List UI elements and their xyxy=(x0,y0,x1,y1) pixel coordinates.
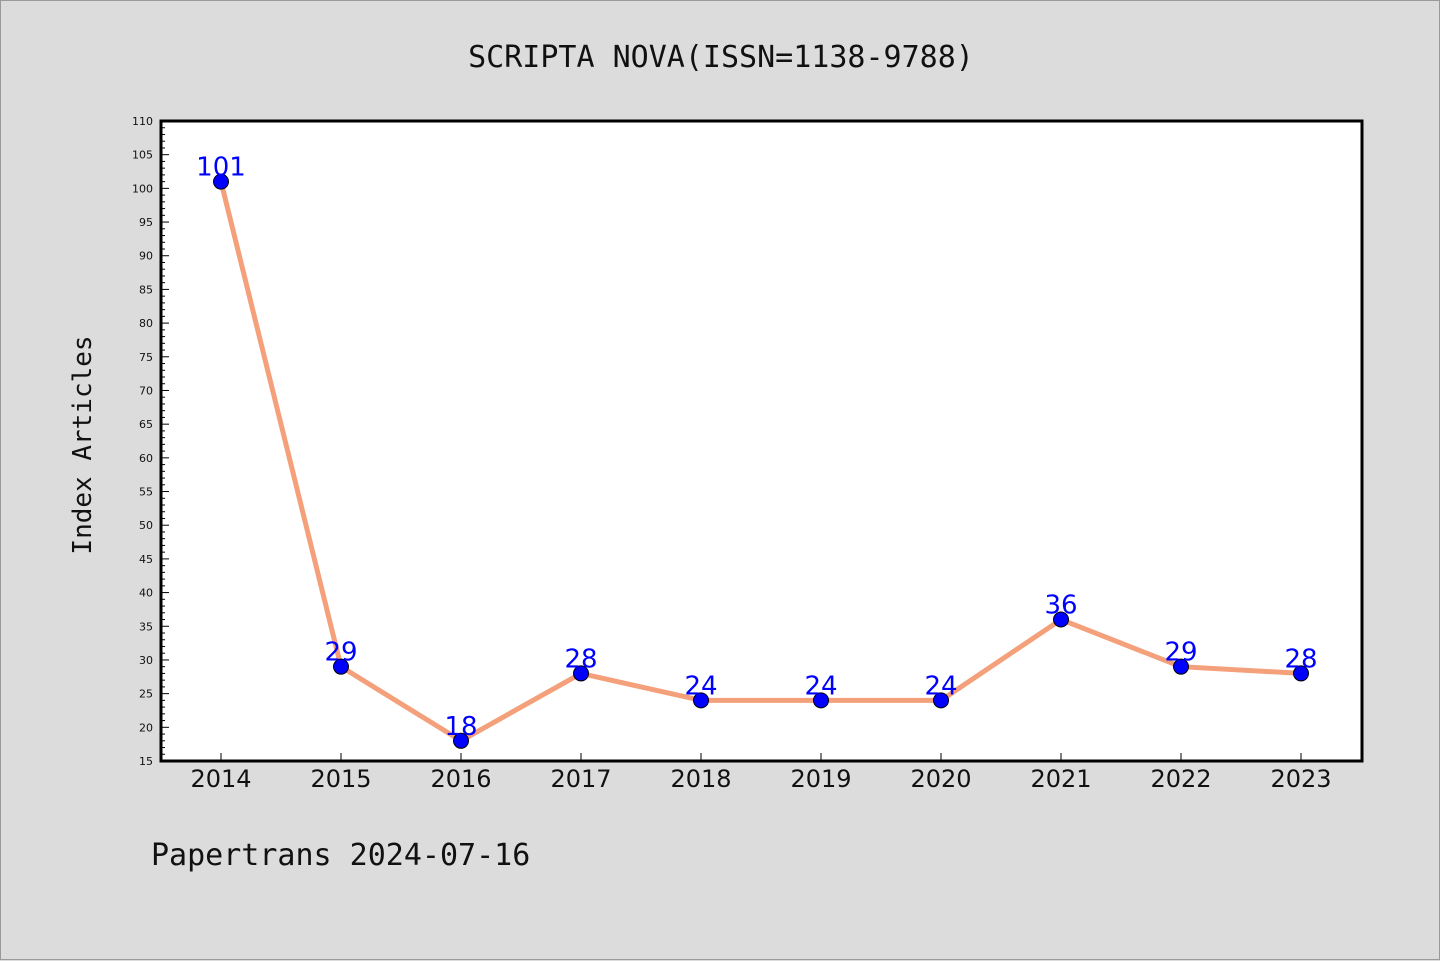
data-label: 18 xyxy=(444,712,477,742)
footer-watermark: Papertrans 2024-07-16 xyxy=(151,838,530,873)
y-tick-label: 65 xyxy=(139,418,153,431)
data-label: 29 xyxy=(324,638,357,668)
y-tick-label: 90 xyxy=(139,250,153,263)
data-label: 29 xyxy=(1164,638,1197,668)
chart-title: SCRIPTA NOVA(ISSN=1138-9788) xyxy=(468,40,974,75)
data-label: 28 xyxy=(1284,644,1317,674)
x-tick-label: 2022 xyxy=(1150,765,1211,793)
data-point xyxy=(813,692,829,709)
y-tick-label: 45 xyxy=(139,553,153,566)
y-tick-label: 85 xyxy=(139,283,153,296)
y-tick-label: 60 xyxy=(139,452,153,465)
data-point xyxy=(693,692,709,709)
y-tick-label: 95 xyxy=(139,216,153,229)
y-tick-label: 70 xyxy=(139,384,153,397)
data-point xyxy=(1173,658,1189,675)
x-tick-label: 2021 xyxy=(1030,765,1091,793)
data-point xyxy=(333,658,349,675)
x-axis-ticks: 2014 2015 2016 2017 2018 2019 2020 2021 2022 2023 xyxy=(190,753,1332,793)
y-tick-label: 20 xyxy=(139,721,153,734)
y-tick-label: 110 xyxy=(132,115,153,128)
data-point xyxy=(1293,665,1309,682)
y-axis-label: Index Articles xyxy=(68,335,98,554)
data-points xyxy=(213,173,1309,749)
y-axis-ticks: 15 20 25 30 35 40 45 50 55 60 65 70 75 80 85 90 95 100 105… xyxy=(132,115,169,768)
y-tick-label: 40 xyxy=(139,587,153,600)
data-labels: 101 29 18 28 24 24 24 36 29 28 xyxy=(196,153,1317,742)
series-line xyxy=(218,179,1304,744)
y-tick-label: 105 xyxy=(132,149,153,162)
x-tick-label: 2018 xyxy=(670,765,731,793)
plot-area xyxy=(159,119,1364,763)
y-tick-label: 80 xyxy=(139,317,153,330)
data-point xyxy=(453,732,469,749)
x-tick-label: 2017 xyxy=(550,765,611,793)
x-tick-label: 2014 xyxy=(190,765,251,793)
data-label: 24 xyxy=(804,671,837,701)
x-tick-label: 2016 xyxy=(430,765,491,793)
y-tick-label: 30 xyxy=(139,654,153,667)
data-label: 28 xyxy=(564,644,597,674)
y-tick-label: 55 xyxy=(139,486,153,499)
data-label: 24 xyxy=(684,671,717,701)
x-tick-label: 2015 xyxy=(310,765,371,793)
data-label: 36 xyxy=(1044,591,1077,621)
data-label: 24 xyxy=(924,671,957,701)
y-tick-label: 50 xyxy=(139,519,153,532)
data-point xyxy=(933,692,949,709)
data-label: 101 xyxy=(196,153,246,183)
series-line-group xyxy=(218,179,1304,744)
data-point xyxy=(213,173,229,190)
y-tick-label: 100 xyxy=(132,182,153,195)
x-tick-label: 2019 xyxy=(790,765,851,793)
y-tick-label: 35 xyxy=(139,620,153,633)
x-tick-label: 2020 xyxy=(910,765,971,793)
y-tick-label: 25 xyxy=(139,688,153,701)
y-tick-label: 75 xyxy=(139,351,153,364)
x-tick-label: 2023 xyxy=(1270,765,1331,793)
data-point xyxy=(1053,611,1069,628)
data-point xyxy=(573,665,589,682)
y-tick-label: 15 xyxy=(139,755,153,768)
